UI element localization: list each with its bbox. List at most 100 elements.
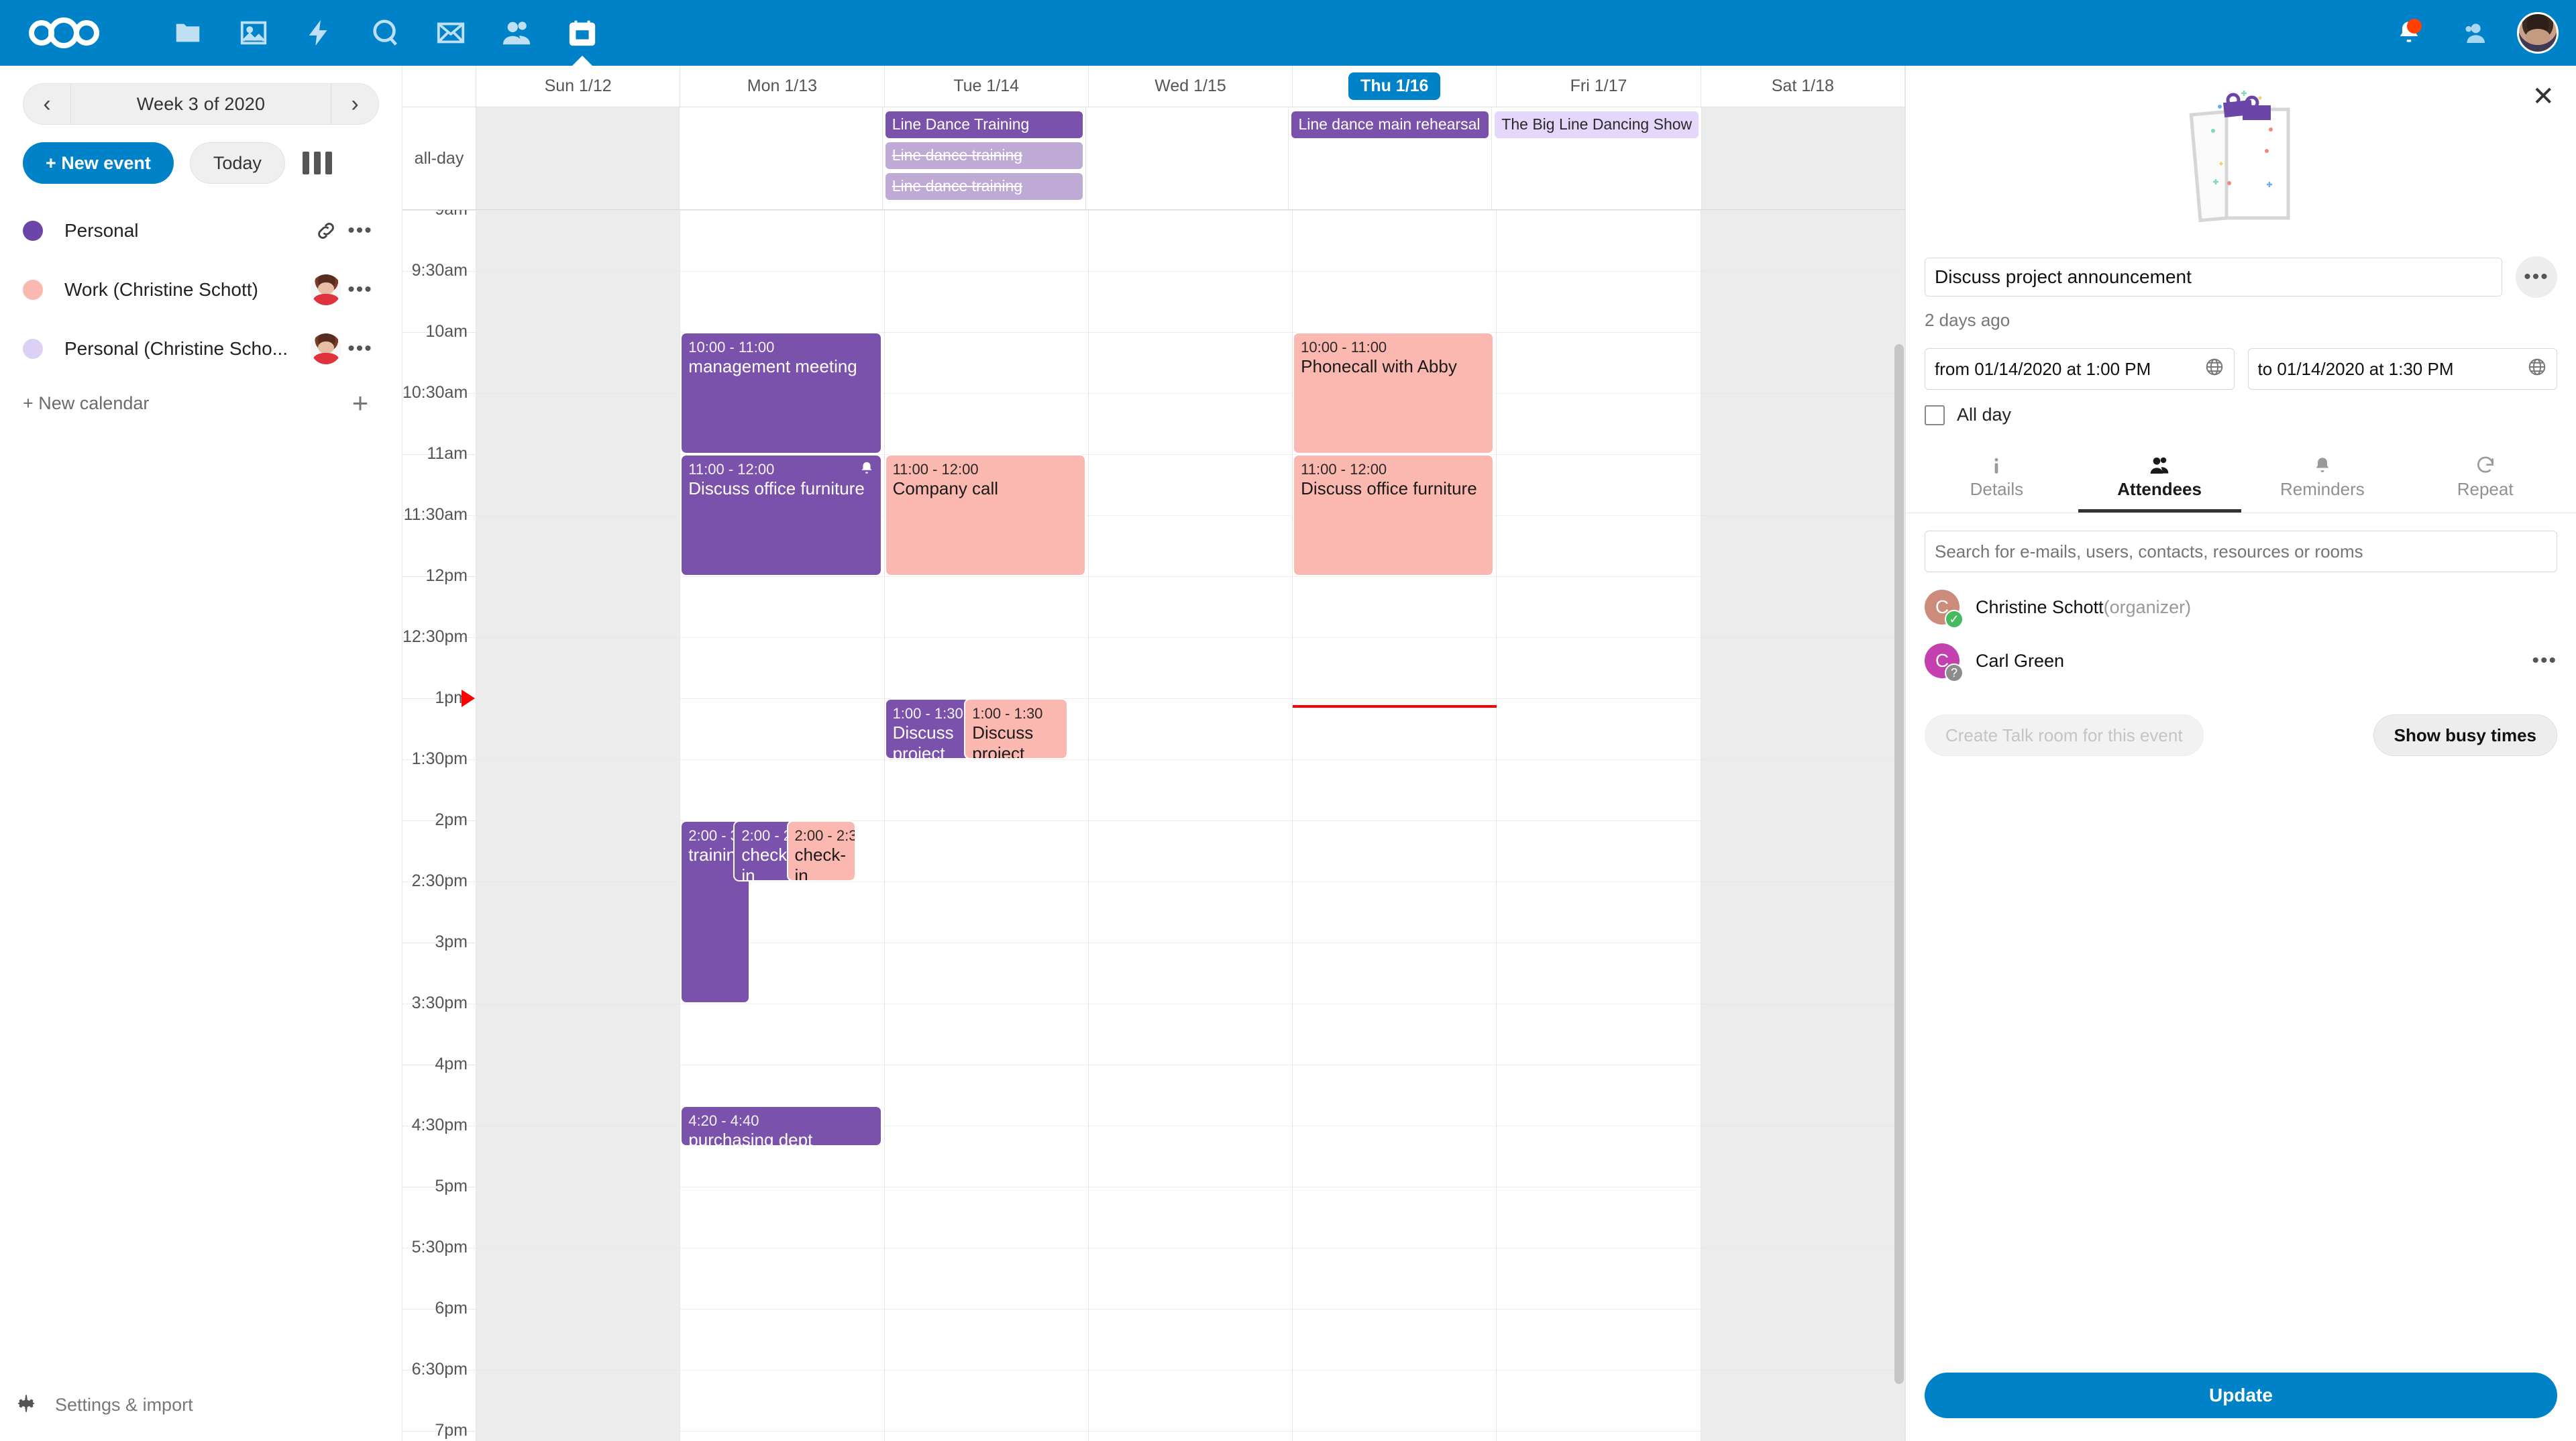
grid-slot-3-7[interactable] (1088, 637, 1293, 699)
grid-slot-5-19[interactable] (1497, 1370, 1701, 1432)
grid-slot-5-12[interactable] (1497, 943, 1701, 1004)
calendar-item-personal-shared[interactable]: Personal (Christine Scho... ••• (0, 319, 402, 378)
grid-slot-4-11[interactable] (1293, 882, 1497, 943)
grid-slot-1-7[interactable] (680, 637, 885, 699)
grid-slot-0-6[interactable] (476, 576, 681, 638)
grid-slot-3-9[interactable] (1088, 759, 1293, 821)
grid-slot-2-2[interactable] (884, 332, 1089, 394)
all-day-event[interactable]: Line dance training (885, 173, 1083, 201)
grid-slot-6-14[interactable] (1701, 1065, 1905, 1126)
grid-slot-3-3[interactable] (1088, 393, 1293, 455)
grid-slot-5-9[interactable] (1497, 759, 1701, 821)
grid-slot-0-10[interactable] (476, 820, 681, 882)
calendar-event[interactable]: 1:00 - 1:30 Discuss project (964, 698, 1069, 760)
day-header-2[interactable]: Tue 1/14 (885, 66, 1089, 107)
calendar-icon[interactable] (549, 0, 615, 66)
grid-slot-4-6[interactable] (1293, 576, 1497, 638)
grid-slot-3-16[interactable] (1088, 1187, 1293, 1248)
grid-slot-3-20[interactable] (1088, 1431, 1293, 1441)
grid-slot-1-14[interactable] (680, 1065, 885, 1126)
grid-slot-5-18[interactable] (1497, 1309, 1701, 1371)
grid-slot-5-3[interactable] (1497, 393, 1701, 455)
grid-slot-3-12[interactable] (1088, 943, 1293, 1004)
activity-icon[interactable] (286, 0, 352, 66)
photos-icon[interactable] (221, 0, 286, 66)
day-header-1[interactable]: Mon 1/13 (680, 66, 885, 107)
grid-slot-6-13[interactable] (1701, 1004, 1905, 1065)
grid-slot-6-4[interactable] (1701, 454, 1905, 516)
grid-slot-2-0[interactable] (884, 210, 1089, 272)
grid-slot-6-6[interactable] (1701, 576, 1905, 638)
tab-repeat[interactable]: Repeat (2404, 447, 2567, 513)
grid-slot-2-15[interactable] (884, 1126, 1089, 1187)
grid-slot-4-18[interactable] (1293, 1309, 1497, 1371)
grid-slot-1-18[interactable] (680, 1309, 885, 1371)
grid-slot-0-2[interactable] (476, 332, 681, 394)
grid-slot-5-15[interactable] (1497, 1126, 1701, 1187)
talk-icon[interactable] (352, 0, 418, 66)
globe-icon[interactable] (2527, 357, 2547, 382)
grid-slot-4-13[interactable] (1293, 1004, 1497, 1065)
grid-slot-3-19[interactable] (1088, 1370, 1293, 1432)
grid-slot-6-8[interactable] (1701, 698, 1905, 760)
grid-slot-1-17[interactable] (680, 1248, 885, 1310)
globe-icon[interactable] (2204, 357, 2224, 382)
grid-slot-6-20[interactable] (1701, 1431, 1905, 1441)
settings-import-button[interactable]: Settings & import (0, 1392, 402, 1418)
grid-slot-0-12[interactable] (476, 943, 681, 1004)
grid-slot-3-13[interactable] (1088, 1004, 1293, 1065)
grid-slot-3-1[interactable] (1088, 271, 1293, 333)
grid-slot-4-1[interactable] (1293, 271, 1497, 333)
files-icon[interactable] (155, 0, 221, 66)
grid-slot-1-19[interactable] (680, 1370, 885, 1432)
grid-slot-5-17[interactable] (1497, 1248, 1701, 1310)
grid-slot-6-9[interactable] (1701, 759, 1905, 821)
grid-slot-5-11[interactable] (1497, 882, 1701, 943)
all-day-event[interactable]: Line dance training (885, 142, 1083, 170)
attendee-row[interactable]: C ? Carl Green ••• (1906, 634, 2576, 688)
grid-slot-0-16[interactable] (476, 1187, 681, 1248)
grid-slot-0-0[interactable] (476, 210, 681, 272)
grid-slot-0-8[interactable] (476, 698, 681, 760)
grid-slot-6-11[interactable] (1701, 882, 1905, 943)
tab-details[interactable]: Details (1915, 447, 2078, 513)
grid-slot-3-5[interactable] (1088, 515, 1293, 577)
calendar-event[interactable]: 11:00 - 12:00 Discuss office furniture (1293, 454, 1495, 577)
grid-slot-4-16[interactable] (1293, 1187, 1497, 1248)
grid-slot-5-1[interactable] (1497, 271, 1701, 333)
attendee-row[interactable]: C ✓ Christine Schott(organizer) (1906, 580, 2576, 634)
grid-slot-2-19[interactable] (884, 1370, 1089, 1432)
day-header-6[interactable]: Sat 1/18 (1701, 66, 1905, 107)
show-busy-times-button[interactable]: Show busy times (2373, 714, 2557, 756)
grid-slot-0-4[interactable] (476, 454, 681, 516)
all-day-cell-1[interactable] (680, 107, 883, 210)
contacts-icon[interactable] (484, 0, 549, 66)
close-icon[interactable]: ✕ (2532, 82, 2555, 111)
new-event-button[interactable]: + New event (23, 142, 174, 184)
attendee-options-menu[interactable]: ••• (2532, 649, 2557, 672)
grid-slot-4-0[interactable] (1293, 210, 1497, 272)
calendar-options-menu[interactable]: ••• (347, 219, 373, 242)
grid-slot-6-10[interactable] (1701, 820, 1905, 882)
grid-slot-6-7[interactable] (1701, 637, 1905, 699)
grid-slot-3-6[interactable] (1088, 576, 1293, 638)
calendar-event[interactable]: 10:00 - 11:00 Phonecall with Abby (1293, 332, 1495, 455)
grid-slot-3-0[interactable] (1088, 210, 1293, 272)
grid-slot-2-10[interactable] (884, 820, 1089, 882)
all-day-event[interactable]: Line Dance Training (885, 111, 1083, 139)
grid-slot-1-20[interactable] (680, 1431, 885, 1441)
grid-slot-5-20[interactable] (1497, 1431, 1701, 1441)
contacts-menu-icon[interactable] (2442, 0, 2508, 66)
grid-slot-0-20[interactable] (476, 1431, 681, 1441)
grid-slot-4-8[interactable] (1293, 698, 1497, 760)
grid-slot-3-15[interactable] (1088, 1126, 1293, 1187)
grid-slot-4-15[interactable] (1293, 1126, 1497, 1187)
grid-slot-4-19[interactable] (1293, 1370, 1497, 1432)
grid-slot-0-5[interactable] (476, 515, 681, 577)
grid-slot-1-6[interactable] (680, 576, 885, 638)
grid-slot-4-10[interactable] (1293, 820, 1497, 882)
event-options-menu[interactable]: ••• (2516, 256, 2557, 298)
plus-icon[interactable]: + (352, 387, 369, 419)
event-title-input[interactable] (1925, 258, 2502, 297)
grid-slot-5-4[interactable] (1497, 454, 1701, 516)
